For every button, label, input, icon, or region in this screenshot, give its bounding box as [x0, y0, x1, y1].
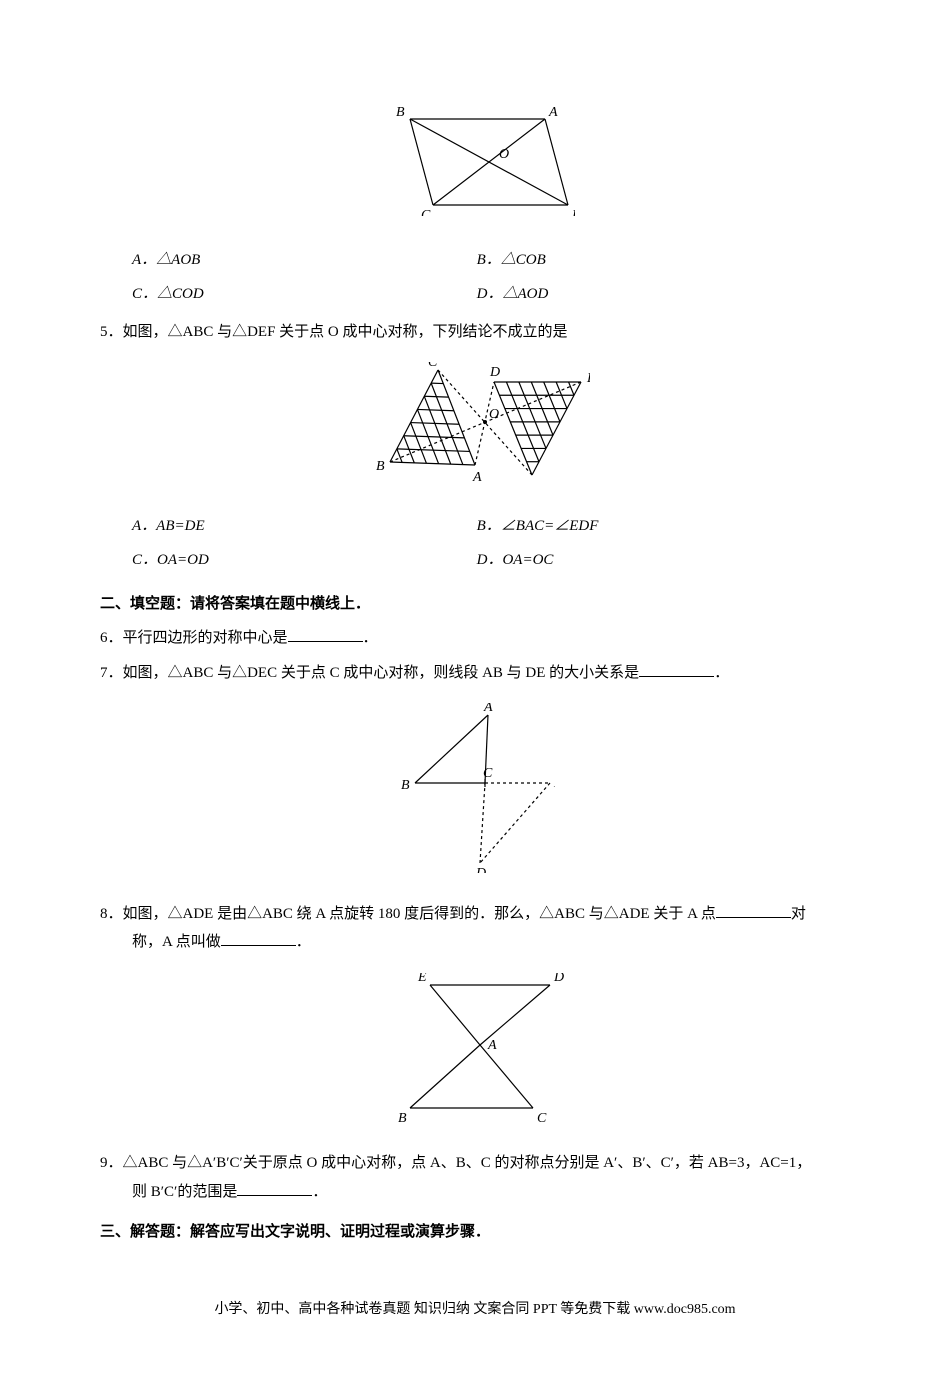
fig1-svg: A B C D O [375, 106, 575, 216]
q6-blank [288, 626, 363, 642]
q5-opt-a: A．AB=DE [132, 509, 477, 544]
q4-opt-c: C．△COD [132, 277, 477, 312]
q6-text: 6．平行四边形的对称中心是 [100, 630, 288, 646]
q8-mid: 对 [791, 906, 806, 922]
svg-text:A: A [483, 703, 493, 715]
fig3-svg: A B C E D [395, 703, 555, 873]
svg-text:E: E [553, 776, 555, 791]
q7-blank [639, 661, 714, 677]
q5-opt-b: B．∠BAC=∠EDF [477, 509, 822, 544]
fig2-container: B A C D E F O [100, 362, 850, 493]
q4-opt-b: B．△COB [477, 243, 822, 278]
svg-text:C: C [428, 362, 438, 370]
svg-text:F: F [527, 480, 537, 482]
q9-blank [237, 1180, 312, 1196]
svg-text:B: B [401, 778, 410, 793]
svg-text:O: O [489, 407, 499, 422]
svg-text:B: B [396, 106, 405, 120]
q5-opt-d: D．OA=OC [477, 543, 822, 578]
svg-text:C: C [537, 1111, 547, 1123]
svg-text:B: B [376, 459, 385, 474]
svg-text:A: A [548, 106, 558, 120]
q6: 6．平行四边形的对称中心是 ． [100, 624, 850, 653]
q7-after: ． [714, 665, 729, 681]
fig3-container: A B C E D [100, 703, 850, 884]
q9-after: ． [312, 1184, 327, 1200]
svg-text:E: E [586, 371, 590, 386]
q5-stem: 5．如图，△ABC 与△DEF 关于点 O 成中心对称，下列结论不成立的是 [100, 318, 850, 347]
fig4-svg: E D A B C [385, 973, 565, 1123]
page-footer: 小学、初中、高中各种试卷真题 知识归纳 文案合同 PPT 等免费下载 www.d… [100, 1297, 850, 1324]
q8: 8．如图，△ADE 是由△ABC 绕 A 点旋转 180 度后得到的．那么，△A… [100, 900, 850, 957]
q4-options: A．△AOB B．△COB C．△COD D．△AOD [132, 243, 850, 312]
svg-text:D: D [475, 866, 486, 873]
section3-title: 三、解答题：解答应写出文字说明、证明过程或演算步骤． [100, 1218, 850, 1247]
q7-pre: 7．如图，△ABC 与△DEC 关于点 C 成中心对称，则线段 AB 与 DE … [100, 665, 639, 681]
svg-text:D: D [571, 208, 575, 216]
q9: 9．△ABC 与△A′B′C′关于原点 O 成中心对称，点 A、B、C 的对称点… [100, 1149, 850, 1206]
svg-text:C: C [421, 208, 431, 216]
svg-text:O: O [499, 147, 509, 162]
fig4-container: E D A B C [100, 973, 850, 1134]
q4-opt-a: A．△AOB [132, 243, 477, 278]
svg-text:B: B [398, 1111, 407, 1123]
fig1-container: A B C D O [100, 106, 850, 227]
q8-pre: 8．如图，△ADE 是由△ABC 绕 A 点旋转 180 度后得到的．那么，△A… [100, 906, 716, 922]
q8-after: ． [296, 934, 311, 950]
q7: 7．如图，△ABC 与△DEC 关于点 C 成中心对称，则线段 AB 与 DE … [100, 659, 850, 688]
q8-blank1 [716, 902, 791, 918]
svg-text:D: D [553, 973, 564, 985]
q8-blank2 [221, 930, 296, 946]
svg-text:A: A [472, 470, 482, 482]
q9-pre: 9．△ABC 与△A′B′C′关于原点 O 成中心对称，点 A、B、C 的对称点… [100, 1155, 811, 1171]
q4-opt-d: D．△AOD [477, 277, 822, 312]
svg-text:D: D [489, 365, 500, 380]
fig2-svg: B A C D E F O [360, 362, 590, 482]
svg-text:C: C [483, 766, 493, 781]
section2-title: 二、填空题：请将答案填在题中横线上． [100, 590, 850, 619]
q9-line2-pre: 则 B′C′的范围是 [132, 1184, 237, 1200]
svg-text:A: A [487, 1038, 497, 1053]
q5-opt-c: C．OA=OD [132, 543, 477, 578]
q8-line2-pre: 称，A 点叫做 [132, 934, 221, 950]
q6-after: ． [363, 630, 378, 646]
q5-options: A．AB=DE B．∠BAC=∠EDF C．OA=OD D．OA=OC [132, 509, 850, 578]
svg-text:E: E [417, 973, 427, 985]
